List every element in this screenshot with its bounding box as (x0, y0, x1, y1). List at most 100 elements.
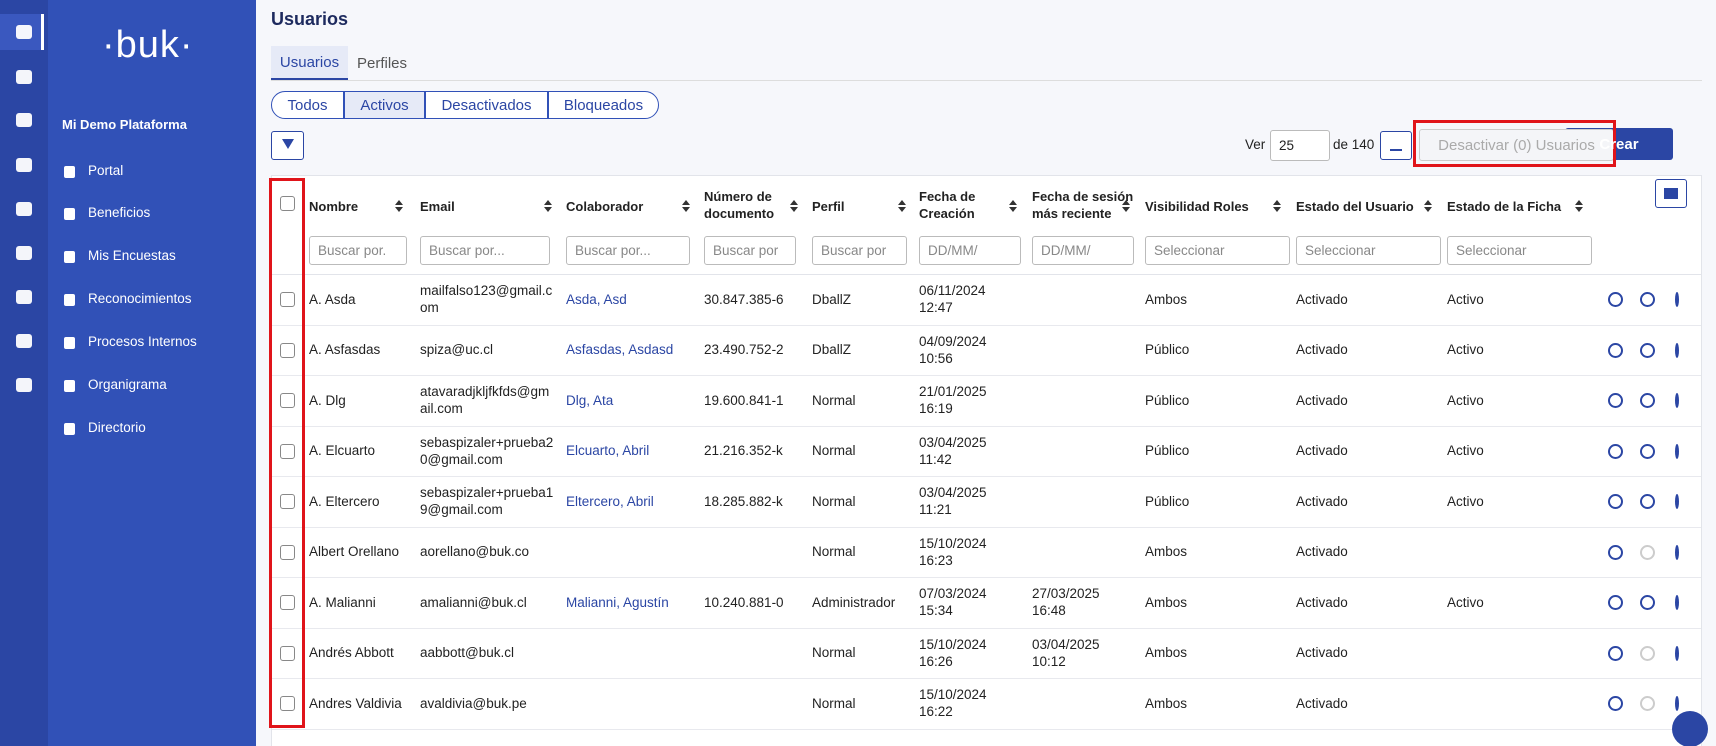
deactivate-icon[interactable] (1608, 545, 1623, 560)
column-header[interactable]: Estado de la Ficha (1447, 198, 1589, 215)
restore-icon[interactable] (1640, 595, 1655, 610)
tab[interactable]: Usuarios (271, 46, 348, 80)
column-filter[interactable]: Buscar por (812, 236, 907, 265)
cell: DballZ (812, 325, 906, 376)
deactivate-icon[interactable] (1608, 444, 1623, 459)
restore-icon[interactable] (1640, 696, 1655, 711)
filter-pill[interactable]: Activos (344, 91, 425, 119)
restore-icon[interactable] (1640, 343, 1655, 358)
deactivate-icon[interactable] (1608, 393, 1623, 408)
column-filter[interactable]: Seleccionar (1447, 236, 1592, 265)
restore-icon[interactable] (1640, 545, 1655, 560)
column-header[interactable]: Perfil (812, 198, 912, 215)
column-filter[interactable]: Seleccionar (1145, 236, 1290, 265)
rail-icon[interactable] (16, 202, 32, 216)
column-filter[interactable]: Seleccionar (1296, 236, 1441, 265)
deactivate-icon[interactable] (1608, 494, 1623, 509)
cell: DballZ (812, 274, 906, 325)
column-header[interactable]: Colaborador (566, 198, 696, 215)
more-icon[interactable] (1675, 343, 1679, 358)
cell: 18.285.882-k (704, 476, 798, 527)
cell[interactable]: Dlg, Ata (566, 375, 690, 426)
restore-icon[interactable] (1640, 292, 1655, 307)
cell: 03/03/2025 (1032, 729, 1122, 746)
rail-icon[interactable] (16, 25, 32, 39)
deactivate-icon[interactable] (1608, 646, 1623, 661)
restore-icon[interactable] (1640, 646, 1655, 661)
deactivate-icon[interactable] (1608, 696, 1623, 711)
rail-icon[interactable] (16, 378, 32, 392)
icon-rail (0, 0, 48, 746)
column-header[interactable]: Número de documento (704, 188, 804, 222)
sort-icon (1122, 207, 1130, 212)
column-filter[interactable]: Buscar por (704, 236, 796, 265)
cell[interactable]: Asda, Asd (566, 274, 690, 325)
restore-icon[interactable] (1640, 393, 1655, 408)
rail-icon[interactable] (16, 290, 32, 304)
deactivate-icon[interactable] (1608, 595, 1623, 610)
menu-item[interactable]: Organigrama (88, 377, 167, 392)
cell: 30.847.385-6 (704, 274, 798, 325)
rail-icon[interactable] (16, 70, 32, 84)
menu-item[interactable]: Reconocimientos (88, 291, 192, 306)
rail-icon[interactable] (16, 158, 32, 172)
cell[interactable]: Elcuarto, Abril (566, 426, 690, 477)
column-header[interactable]: Visibilidad Roles (1145, 198, 1287, 215)
download-icon (1390, 139, 1402, 151)
columns-icon (1664, 188, 1678, 199)
cell[interactable]: Eltercero, Abril (566, 476, 690, 527)
menu-icon (64, 380, 75, 392)
more-icon[interactable] (1675, 292, 1679, 307)
cell: Activo (1447, 426, 1583, 477)
cell[interactable]: Malianni, Agustín (566, 577, 690, 628)
column-header[interactable]: Fecha de Creación (919, 188, 1023, 222)
filter-pill[interactable]: Todos (271, 91, 344, 119)
column-header[interactable]: Email (420, 198, 558, 215)
chat-button[interactable] (1672, 711, 1708, 746)
more-icon[interactable] (1675, 545, 1679, 560)
rail-icon[interactable] (16, 246, 32, 260)
cell: Ambos (1145, 577, 1281, 628)
deactivate-icon[interactable] (1608, 343, 1623, 358)
filter-pill[interactable]: Bloqueados (548, 91, 659, 119)
menu-item[interactable]: Procesos Internos (88, 334, 197, 349)
cell: Andrés Abbott (309, 628, 403, 679)
filter-pill[interactable]: Desactivados (425, 91, 548, 119)
sort-icon (1424, 207, 1432, 212)
column-header[interactable]: Estado del Usuario (1296, 198, 1438, 215)
cell: Administrador (812, 577, 906, 628)
menu-item[interactable]: Beneficios (88, 205, 150, 220)
column-filter[interactable]: Buscar por... (566, 236, 690, 265)
menu-item[interactable]: Directorio (88, 420, 146, 435)
column-filter[interactable]: DD/MM/ (919, 236, 1021, 265)
restore-icon[interactable] (1640, 494, 1655, 509)
deactivate-icon[interactable] (1608, 292, 1623, 307)
sort-icon (544, 200, 552, 205)
tab[interactable]: Perfiles (349, 46, 415, 80)
more-icon[interactable] (1675, 646, 1679, 661)
total-label: de 140 (1333, 137, 1374, 152)
column-filter[interactable]: Buscar por. (309, 236, 407, 265)
cell: Normal (812, 375, 906, 426)
menu-item[interactable]: Portal (88, 163, 123, 178)
cell: 10.240.881-0 (704, 577, 798, 628)
more-icon[interactable] (1675, 696, 1679, 711)
more-icon[interactable] (1675, 393, 1679, 408)
cell[interactable]: Asfasdas, Asdasd (566, 325, 690, 376)
column-filter[interactable]: DD/MM/ (1032, 236, 1134, 265)
restore-icon[interactable] (1640, 444, 1655, 459)
more-icon[interactable] (1675, 595, 1679, 610)
more-icon[interactable] (1675, 494, 1679, 509)
cell: 06/11/2024 12:47 (919, 274, 1009, 325)
column-header[interactable]: Fecha de sesión más reciente (1032, 178, 1136, 232)
more-icon[interactable] (1675, 444, 1679, 459)
cell: Activo (1447, 375, 1583, 426)
column-filter[interactable]: Buscar por... (420, 236, 550, 265)
menu-item[interactable]: Mis Encuestas (88, 248, 176, 263)
sort-icon (544, 207, 552, 212)
menu-icon (64, 251, 75, 263)
rail-icon[interactable] (16, 334, 32, 348)
per-page[interactable]: 25 (1270, 130, 1330, 161)
rail-icon[interactable] (16, 113, 32, 127)
column-header[interactable]: Nombre (309, 198, 409, 215)
